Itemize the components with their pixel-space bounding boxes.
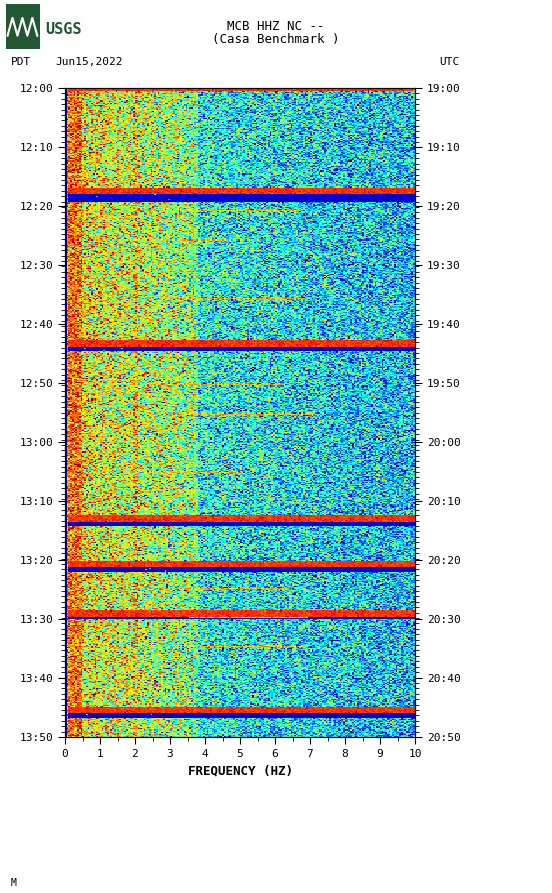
Text: USGS: USGS — [45, 21, 82, 37]
Text: M: M — [11, 878, 17, 888]
Text: Jun15,2022: Jun15,2022 — [55, 57, 123, 67]
Text: UTC: UTC — [439, 57, 459, 67]
Text: (Casa Benchmark ): (Casa Benchmark ) — [213, 33, 339, 46]
X-axis label: FREQUENCY (HZ): FREQUENCY (HZ) — [188, 764, 293, 778]
FancyBboxPatch shape — [6, 4, 40, 49]
Text: PDT: PDT — [11, 57, 31, 67]
Text: MCB HHZ NC --: MCB HHZ NC -- — [227, 20, 325, 33]
